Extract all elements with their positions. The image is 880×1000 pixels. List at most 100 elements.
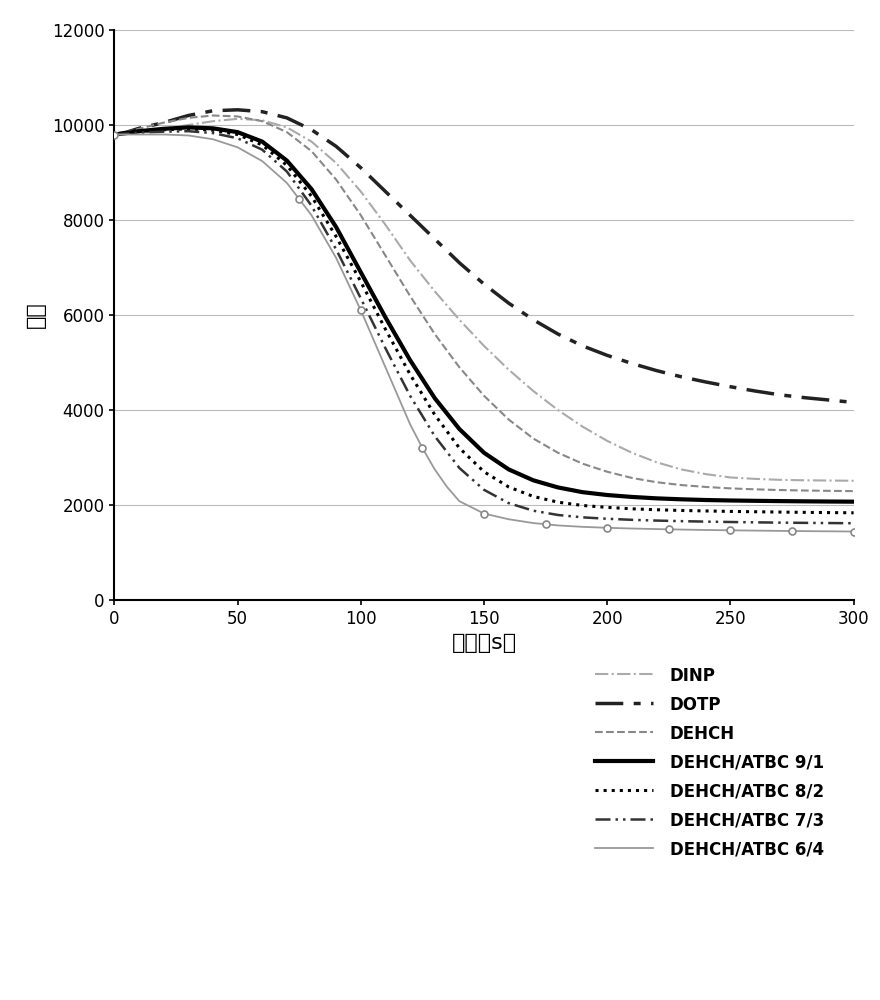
DEHCH [454,361,465,373]
DEHCH/ATBC 6/4 [429,463,440,475]
DEHCH/ATBC 8/2 [356,276,366,288]
DEHCH/ATBC 9/1 [331,221,341,233]
DEHCH/ATBC 7/3 [121,128,132,140]
DINP [282,121,292,133]
X-axis label: 时间（s）: 时间（s） [451,633,517,653]
DINP [134,126,144,138]
DEHCH/ATBC 6/4 [602,522,612,534]
DEHCH/ATBC 6/4 [306,209,317,221]
DEHCH/ATBC 7/3 [429,430,440,442]
DINP [331,157,341,169]
DEHCH/ATBC 8/2 [429,409,440,421]
DOTP [528,314,539,326]
DEHCH/ATBC 6/4 [134,128,144,140]
DINP [627,447,637,459]
DEHCH/ATBC 7/3 [454,462,465,474]
DOTP [208,105,218,117]
DEHCH/ATBC 9/1 [257,136,268,148]
DINP [208,115,218,127]
DEHCH/ATBC 6/4 [232,141,243,153]
DOTP [121,126,132,138]
DEHCH/ATBC 9/1 [824,496,834,508]
DEHCH/ATBC 9/1 [208,122,218,134]
DEHCH/ATBC 9/1 [454,423,465,435]
DEHCH/ATBC 9/1 [121,127,132,139]
DEHCH/ATBC 9/1 [429,392,440,404]
DEHCH/ATBC 6/4 [417,442,428,454]
DEHCH/ATBC 9/1 [282,155,292,167]
Line: DOTP: DOTP [114,110,854,402]
DEHCH/ATBC 9/1 [627,491,637,503]
DEHCH/ATBC 9/1 [725,494,736,506]
DEHCH/ATBC 9/1 [676,493,686,505]
DEHCH/ATBC 8/2 [627,503,637,515]
DEHCH/ATBC 9/1 [602,489,612,501]
DEHCH/ATBC 6/4 [158,128,169,140]
DINP [158,123,169,135]
DEHCH/ATBC 7/3 [848,517,859,529]
DEHCH/ATBC 8/2 [651,504,662,516]
DEHCH [158,117,169,129]
DEHCH/ATBC 6/4 [356,304,366,316]
DEHCH/ATBC 7/3 [700,516,711,528]
DEHCH/ATBC 9/1 [232,126,243,138]
DEHCH/ATBC 7/3 [109,128,120,140]
DEHCH/ATBC 6/4 [183,129,194,141]
DINP [503,364,514,376]
DEHCH [627,472,637,484]
Line: DEHCH/ATBC 7/3: DEHCH/ATBC 7/3 [114,131,854,523]
DEHCH/ATBC 8/2 [479,466,489,478]
DEHCH/ATBC 9/1 [134,125,144,137]
DEHCH/ATBC 6/4 [454,495,465,507]
DINP [121,128,132,140]
DINP [848,475,859,487]
DEHCH [528,432,539,444]
DOTP [627,357,637,369]
Y-axis label: 振幅: 振幅 [26,302,47,328]
DINP [553,404,563,416]
DINP [651,456,662,468]
DEHCH [257,115,268,127]
DINP [429,285,440,297]
DEHCH [405,290,415,302]
DEHCH/ATBC 7/3 [208,127,218,139]
DINP [306,136,317,148]
DEHCH/ATBC 9/1 [380,311,391,323]
DOTP [824,394,834,406]
DEHCH/ATBC 6/4 [503,513,514,525]
DINP [725,471,736,483]
Legend: DINP, DOTP, DEHCH, DEHCH/ATBC 9/1, DEHCH/ATBC 8/2, DEHCH/ATBC 7/3, DEHCH/ATBC 6/: DINP, DOTP, DEHCH, DEHCH/ATBC 9/1, DEHCH… [588,660,831,865]
DEHCH/ATBC 7/3 [380,342,391,354]
DOTP [700,376,711,388]
DINP [774,474,785,486]
DEHCH/ATBC 7/3 [183,125,194,137]
DEHCH/ATBC 6/4 [700,524,711,536]
DOTP [134,122,144,134]
DEHCH/ATBC 7/3 [528,505,539,517]
DOTP [158,117,169,129]
DEHCH/ATBC 9/1 [553,481,563,493]
DEHCH/ATBC 8/2 [282,159,292,171]
DEHCH/ATBC 8/2 [750,506,760,518]
DEHCH/ATBC 8/2 [528,490,539,502]
DEHCH/ATBC 9/1 [700,494,711,506]
DEHCH/ATBC 6/4 [121,128,132,140]
DINP [824,475,834,487]
DEHCH [380,250,391,262]
DEHCH/ATBC 7/3 [134,127,144,139]
DEHCH/ATBC 6/4 [577,521,588,533]
DOTP [725,381,736,393]
DEHCH [232,110,243,122]
DEHCH/ATBC 7/3 [331,243,341,255]
DEHCH/ATBC 6/4 [479,508,489,520]
DEHCH/ATBC 8/2 [824,507,834,519]
DEHCH/ATBC 9/1 [479,447,489,459]
DEHCH/ATBC 7/3 [356,292,366,304]
DEHCH/ATBC 8/2 [774,506,785,518]
DEHCH/ATBC 8/2 [109,128,120,140]
DEHCH/ATBC 8/2 [602,501,612,513]
DINP [700,468,711,480]
DEHCH/ATBC 6/4 [627,523,637,535]
DEHCH/ATBC 8/2 [158,124,169,136]
Line: DEHCH/ATBC 9/1: DEHCH/ATBC 9/1 [114,127,854,502]
